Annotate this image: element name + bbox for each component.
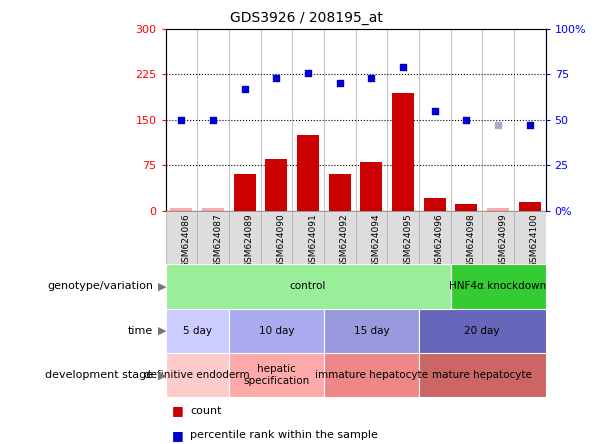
Text: GSM624099: GSM624099 — [498, 214, 507, 268]
Bar — [482, 211, 514, 264]
Point — [367, 75, 376, 82]
Text: ▶: ▶ — [158, 281, 167, 291]
Bar — [166, 309, 229, 353]
Text: development stage: development stage — [45, 370, 153, 380]
Text: GDS3926 / 208195_at: GDS3926 / 208195_at — [230, 11, 383, 25]
Bar — [419, 309, 546, 353]
Text: ▶: ▶ — [158, 326, 167, 336]
Text: immature hepatocyte: immature hepatocyte — [315, 370, 428, 380]
Point — [462, 116, 471, 123]
Bar — [455, 204, 478, 211]
Bar — [451, 264, 546, 309]
Text: GSM624091: GSM624091 — [308, 214, 317, 268]
Text: GSM624096: GSM624096 — [435, 214, 444, 268]
Text: GSM624089: GSM624089 — [245, 214, 254, 268]
Point — [493, 122, 503, 129]
Text: 20 day: 20 day — [465, 326, 500, 336]
Bar — [356, 211, 387, 264]
Text: count: count — [190, 406, 221, 416]
Bar — [265, 159, 287, 211]
Point — [398, 63, 408, 71]
Bar — [229, 211, 261, 264]
Bar — [329, 174, 351, 211]
Bar — [170, 208, 192, 211]
Bar — [166, 264, 451, 309]
Bar — [514, 211, 546, 264]
Text: genotype/variation: genotype/variation — [47, 281, 153, 291]
Text: GSM624094: GSM624094 — [371, 214, 381, 268]
Bar — [324, 353, 419, 397]
Text: ■: ■ — [172, 428, 183, 442]
Bar — [292, 211, 324, 264]
Point — [177, 116, 186, 123]
Text: ■: ■ — [172, 404, 183, 417]
Bar — [229, 353, 324, 397]
Bar — [229, 309, 324, 353]
Bar — [424, 198, 446, 211]
Text: percentile rank within the sample: percentile rank within the sample — [190, 430, 378, 440]
Point — [240, 85, 249, 92]
Bar — [234, 174, 256, 211]
Text: GSM624092: GSM624092 — [340, 214, 349, 268]
Text: 15 day: 15 day — [354, 326, 389, 336]
Point — [525, 122, 535, 129]
Bar — [387, 211, 419, 264]
Bar — [197, 211, 229, 264]
Text: 10 day: 10 day — [259, 326, 294, 336]
Bar — [202, 208, 224, 211]
Text: time: time — [128, 326, 153, 336]
Point — [335, 80, 345, 87]
Text: GSM624100: GSM624100 — [530, 214, 539, 268]
Bar — [519, 202, 541, 211]
Bar — [360, 163, 383, 211]
Text: definitive endoderm: definitive endoderm — [145, 370, 250, 380]
Point — [272, 75, 281, 82]
Bar — [297, 135, 319, 211]
Text: HNF4α knockdown: HNF4α knockdown — [449, 281, 547, 291]
Text: hepatic
specification: hepatic specification — [243, 365, 310, 386]
Point — [303, 69, 313, 76]
Text: GSM624095: GSM624095 — [403, 214, 412, 268]
Bar — [419, 211, 451, 264]
Bar — [392, 92, 414, 211]
Text: ▶: ▶ — [158, 370, 167, 380]
Bar — [451, 211, 482, 264]
Text: GSM624098: GSM624098 — [466, 214, 476, 268]
Bar — [261, 211, 292, 264]
Bar — [324, 309, 419, 353]
Point — [430, 107, 440, 114]
Bar — [166, 353, 229, 397]
Point — [208, 116, 218, 123]
Text: control: control — [290, 281, 326, 291]
Bar — [324, 211, 356, 264]
Text: GSM624086: GSM624086 — [181, 214, 191, 268]
Text: GSM624090: GSM624090 — [276, 214, 286, 268]
Bar — [419, 353, 546, 397]
Bar — [487, 208, 509, 211]
Bar — [166, 211, 197, 264]
Text: 5 day: 5 day — [183, 326, 211, 336]
Text: mature hepatocyte: mature hepatocyte — [432, 370, 532, 380]
Text: GSM624087: GSM624087 — [213, 214, 222, 268]
